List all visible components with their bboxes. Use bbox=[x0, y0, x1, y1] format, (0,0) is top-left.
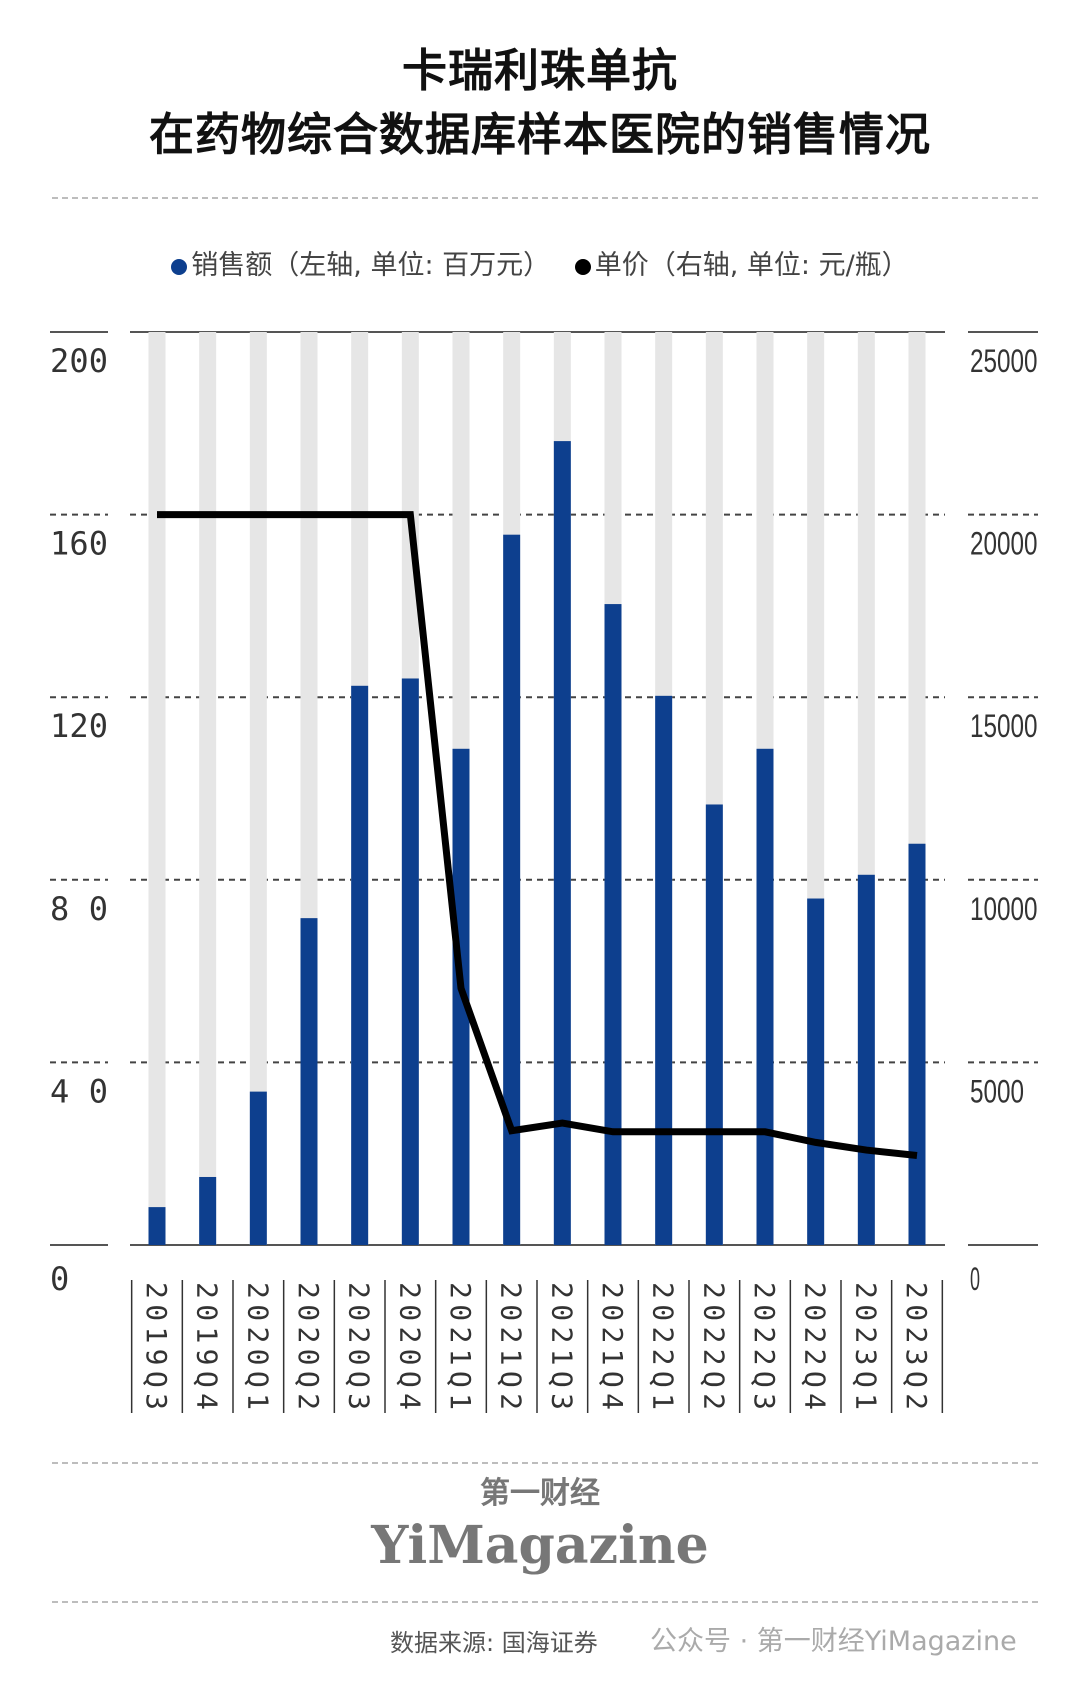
left-axis-tick-label: 1 2 0 bbox=[50, 707, 108, 745]
left-axis-tick-label: 1 6 0 bbox=[50, 525, 108, 563]
legend-dot-icon bbox=[171, 258, 188, 275]
left-axis-tick-label: 8 0 bbox=[50, 890, 108, 928]
x-axis-tick-label: 2020Q1 bbox=[241, 1282, 274, 1410]
right-axis-tick-label: 20000 bbox=[970, 526, 1038, 562]
legend-item-price: 单价（右轴, 单位: 元/瓶） bbox=[574, 243, 909, 282]
left-axis-tick-label: 2 0 0 bbox=[50, 342, 108, 380]
x-axis-tick-label: 2021Q1 bbox=[444, 1282, 477, 1410]
right-axis-tick-label: 0 bbox=[970, 1261, 980, 1297]
x-axis-tick-label: 2022Q3 bbox=[748, 1282, 781, 1410]
sales-bar bbox=[401, 678, 419, 1245]
legend-label: 单价（右轴, 单位: 元/瓶） bbox=[594, 250, 909, 281]
bar-background bbox=[148, 332, 166, 1245]
sales-bar bbox=[705, 804, 723, 1245]
legend: 销售额（左轴, 单位: 百万元） 单价（右轴, 单位: 元/瓶） bbox=[0, 243, 1080, 282]
logo-en: YiMagazine bbox=[371, 1515, 709, 1576]
logo-cn: 第一财经 bbox=[480, 1476, 600, 1511]
x-axis-tick-label: 2023Q2 bbox=[900, 1282, 933, 1410]
sales-bar bbox=[249, 1091, 267, 1245]
right-axis-tick-label: 10000 bbox=[970, 891, 1038, 927]
x-axis-tick-label: 2019Q3 bbox=[140, 1282, 173, 1410]
sales-bar bbox=[857, 874, 875, 1245]
x-axis-tick-label: 2022Q4 bbox=[799, 1282, 832, 1410]
sales-bar bbox=[351, 685, 369, 1245]
x-axis-tick-label: 2022Q2 bbox=[697, 1282, 730, 1410]
sales-bar bbox=[756, 748, 774, 1245]
bar-background bbox=[199, 332, 217, 1245]
price-line bbox=[157, 511, 918, 1160]
left-axis-tick-label: 0 bbox=[50, 1260, 69, 1298]
chart-title-line-2: 在药物综合数据库样本医院的销售情况 bbox=[148, 108, 931, 161]
legend-item-sales: 销售额（左轴, 单位: 百万元） bbox=[171, 243, 550, 282]
sales-bar bbox=[655, 695, 673, 1245]
sales-bar bbox=[553, 441, 571, 1245]
x-axis-tick-label: 2021Q2 bbox=[495, 1282, 528, 1410]
sales-bar bbox=[503, 534, 521, 1245]
x-axis-tick-label: 2020Q3 bbox=[343, 1282, 376, 1410]
sales-bar bbox=[300, 918, 318, 1245]
sales-bar bbox=[148, 1207, 166, 1245]
divider bbox=[52, 197, 1038, 199]
bar-background bbox=[249, 332, 267, 1245]
right-axis-tick-label: 25000 bbox=[970, 343, 1038, 379]
divider bbox=[52, 1601, 1038, 1603]
watermark: 公众号 · 第一财经YiMagazine bbox=[650, 1626, 1017, 1657]
source-note: 数据来源: 国海证券 bbox=[390, 1629, 598, 1657]
legend-label: 销售额（左轴, 单位: 百万元） bbox=[191, 250, 551, 281]
sales-bar bbox=[807, 898, 825, 1245]
divider bbox=[52, 1462, 1038, 1464]
x-axis-tick-label: 2021Q4 bbox=[596, 1282, 629, 1410]
x-axis-tick-label: 2020Q2 bbox=[292, 1282, 325, 1410]
x-axis-tick-label: 2019Q4 bbox=[191, 1282, 224, 1410]
x-axis-tick-label: 2022Q1 bbox=[647, 1282, 680, 1410]
sales-bar bbox=[199, 1176, 217, 1245]
legend-dot-icon bbox=[574, 258, 591, 275]
x-axis-tick-label: 2023Q1 bbox=[849, 1282, 882, 1410]
sales-bar bbox=[604, 604, 622, 1245]
x-axis-tick-label: 2020Q4 bbox=[393, 1282, 426, 1410]
right-axis-tick-label: 15000 bbox=[970, 708, 1038, 744]
right-axis-tick-label: 5000 bbox=[970, 1073, 1024, 1109]
left-axis-tick-label: 4 0 bbox=[50, 1072, 108, 1110]
x-axis-tick-label: 2021Q3 bbox=[545, 1282, 578, 1410]
sales-bar bbox=[908, 843, 926, 1245]
chart-title-line-1: 卡瑞利珠单抗 bbox=[401, 44, 678, 97]
